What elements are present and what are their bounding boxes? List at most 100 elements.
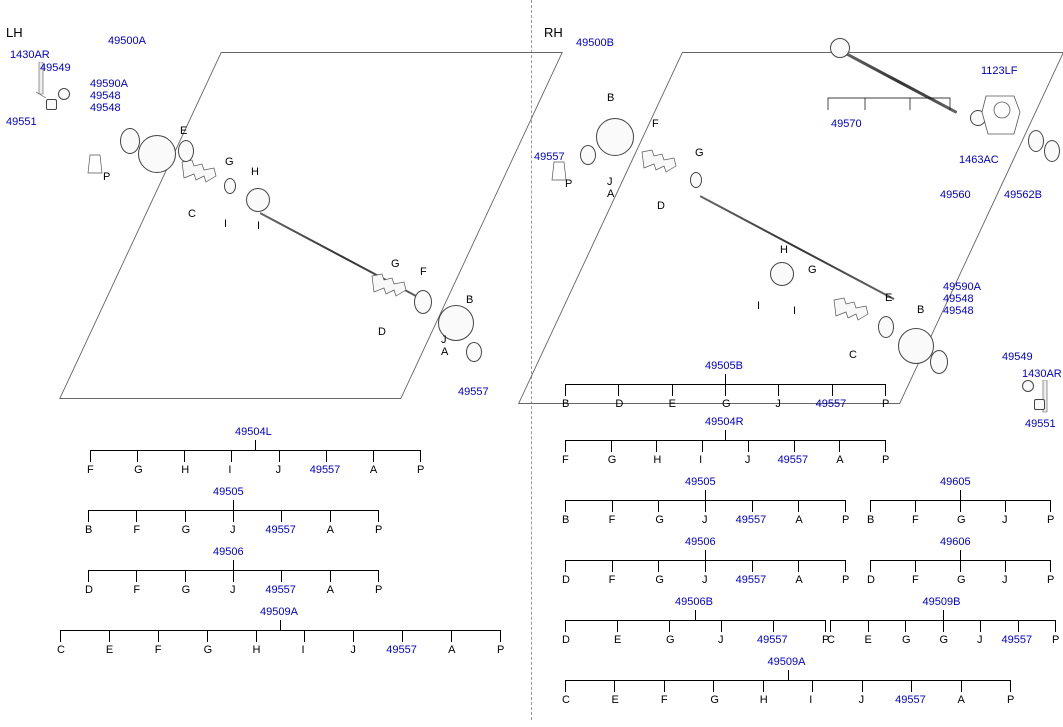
lh-ring-f	[414, 290, 432, 314]
lh-tick-g: G	[204, 644, 213, 656]
lh-tick-h: H	[253, 644, 261, 656]
rh-tree-title-49505b[interactable]: 49505B	[705, 360, 743, 372]
rh-label-1123lf[interactable]: 1123LF	[981, 66, 1018, 77]
rh-label-h: H	[780, 245, 788, 256]
rh-tree-title-49506[interactable]: 49506	[685, 536, 716, 548]
lh-tick-c: C	[57, 644, 65, 656]
rh-tick-e: E	[611, 694, 618, 706]
lh-tick-p: P	[375, 524, 382, 536]
lh-tree-title-49504l[interactable]: 49504L	[235, 426, 272, 438]
lh-label-49548[interactable]: 49548	[90, 91, 121, 102]
rh-tick-j: J	[1002, 514, 1008, 526]
rh-tick-f: F	[912, 574, 919, 586]
rh-tick-p: P	[1007, 694, 1014, 706]
rh-tree-49506b: 49506BDEGJ49557P	[565, 596, 825, 650]
lh-label-49551[interactable]: 49551	[6, 117, 37, 128]
rh-tree-title-49605[interactable]: 49605	[940, 476, 971, 488]
lh-outline	[59, 52, 563, 399]
rh-tick-h: H	[760, 694, 768, 706]
rh-label-49551[interactable]: 49551	[1025, 419, 1056, 430]
rh-label-b: B	[917, 305, 924, 316]
lh-tick-g: G	[182, 584, 191, 596]
lh-label-49500a[interactable]: 49500A	[108, 36, 146, 47]
rh-tick-49557[interactable]: 49557	[778, 454, 809, 466]
lh-tick-f: F	[87, 464, 94, 476]
rh-tick-b: B	[562, 398, 569, 410]
rh-label-49548[interactable]: 49548	[943, 306, 974, 317]
rh-tick-49557[interactable]: 49557	[1002, 634, 1033, 646]
lh-nut-49551	[46, 99, 57, 110]
lh-tree-title-49506[interactable]: 49506	[213, 546, 244, 558]
rh-tick-e: E	[614, 634, 621, 646]
lh-tree-title-49509a[interactable]: 49509A	[260, 606, 298, 618]
rh-hub	[770, 262, 794, 286]
rh-label-1430ar[interactable]: 1430AR	[1022, 369, 1062, 380]
lh-label-d: D	[378, 327, 386, 338]
rh-label-49548[interactable]: 49548	[943, 294, 974, 305]
rh-tree-title-49506b[interactable]: 49506B	[675, 596, 713, 608]
lh-tree-49504l: 49504LFGHIJ49557AP	[90, 426, 420, 480]
lh-tick-a: A	[448, 644, 455, 656]
rh-tree-49505b: 49505BBDEGJ49557P	[565, 360, 885, 414]
rh-tick-d: D	[562, 634, 570, 646]
rh-tick-h: H	[653, 454, 661, 466]
lh-label-h: H	[251, 167, 259, 178]
lh-label-e: E	[180, 126, 187, 137]
rh-bearing1	[830, 38, 850, 58]
rh-label-49557[interactable]: 49557	[534, 152, 565, 163]
lh-grease-p	[86, 153, 104, 175]
rh-nut-49551	[1034, 399, 1045, 410]
lh-tick-49557[interactable]: 49557	[265, 584, 296, 596]
lh-tree-49506: 49506DFGJ49557AP	[88, 546, 378, 600]
rh-label-1463ac[interactable]: 1463AC	[959, 155, 999, 166]
rh-tree-title-49509a[interactable]: 49509A	[768, 656, 806, 668]
lh-label-g: G	[225, 157, 234, 168]
rh-tree-49606: 49606DFGJP	[870, 536, 1050, 590]
lh-ring1	[120, 128, 140, 154]
rh-tree-title-49509b[interactable]: 49509B	[923, 596, 961, 608]
rh-tree-49504r: 49504RFGHIJ49557AP	[565, 416, 885, 470]
lh-tick-j: J	[276, 464, 282, 476]
rh-label-a: A	[607, 189, 614, 200]
rh-label-49562b[interactable]: 49562B	[1004, 190, 1042, 201]
lh-boot-inner	[370, 272, 410, 312]
rh-tick-49557[interactable]: 49557	[736, 574, 767, 586]
lh-label-1430ar[interactable]: 1430AR	[10, 50, 50, 61]
rh-washer-49549	[1022, 380, 1034, 392]
rh-tree-title-49606[interactable]: 49606	[940, 536, 971, 548]
rh-tick-j: J	[1002, 574, 1008, 586]
rh-label-49590a[interactable]: 49590A	[943, 282, 981, 293]
lh-tick-49557[interactable]: 49557	[310, 464, 341, 476]
lh-label-49557[interactable]: 49557	[458, 387, 489, 398]
rh-tree-title-49505[interactable]: 49505	[685, 476, 716, 488]
rh-tick-49557[interactable]: 49557	[895, 694, 926, 706]
rh-tick-d: D	[562, 574, 570, 586]
rh-tree-title-49504r[interactable]: 49504R	[705, 416, 744, 428]
rh-tick-49557[interactable]: 49557	[736, 514, 767, 526]
lh-label-49590a[interactable]: 49590A	[90, 79, 128, 90]
lh-tick-j: J	[230, 524, 236, 536]
rh-tick-p: P	[1047, 514, 1054, 526]
lh-label-c: C	[188, 209, 196, 220]
rh-boot-inner	[832, 296, 872, 336]
lh-label-49549[interactable]: 49549	[40, 63, 71, 74]
rh-ring-49562b2	[1044, 140, 1060, 162]
lh-boot-outer	[180, 158, 220, 198]
rh-tick-b: B	[562, 514, 569, 526]
rh-label-49500b[interactable]: 49500B	[576, 38, 614, 49]
rh-tree-49506: 49506DFGJ49557AP	[565, 536, 845, 590]
rh-label-49560[interactable]: 49560	[940, 190, 971, 201]
lh-tree-title-49505[interactable]: 49505	[213, 486, 244, 498]
lh-tree-49509a: 49509ACEFGHIJ49557AP	[60, 606, 500, 660]
lh-tick-49557[interactable]: 49557	[265, 524, 296, 536]
rh-label-49549[interactable]: 49549	[1002, 352, 1033, 363]
rh-label-49570[interactable]: 49570	[831, 119, 862, 130]
rh-tick-i: I	[809, 694, 812, 706]
rh-tick-49557[interactable]: 49557	[757, 634, 788, 646]
rh-label-g: G	[808, 265, 817, 276]
lh-tree-49505: 49505BFGJ49557AP	[88, 486, 378, 540]
rh-tick-49557[interactable]: 49557	[816, 398, 847, 410]
lh-tick-49557[interactable]: 49557	[386, 644, 417, 656]
lh-label-f: F	[420, 267, 427, 278]
lh-label-49548[interactable]: 49548	[90, 103, 121, 114]
